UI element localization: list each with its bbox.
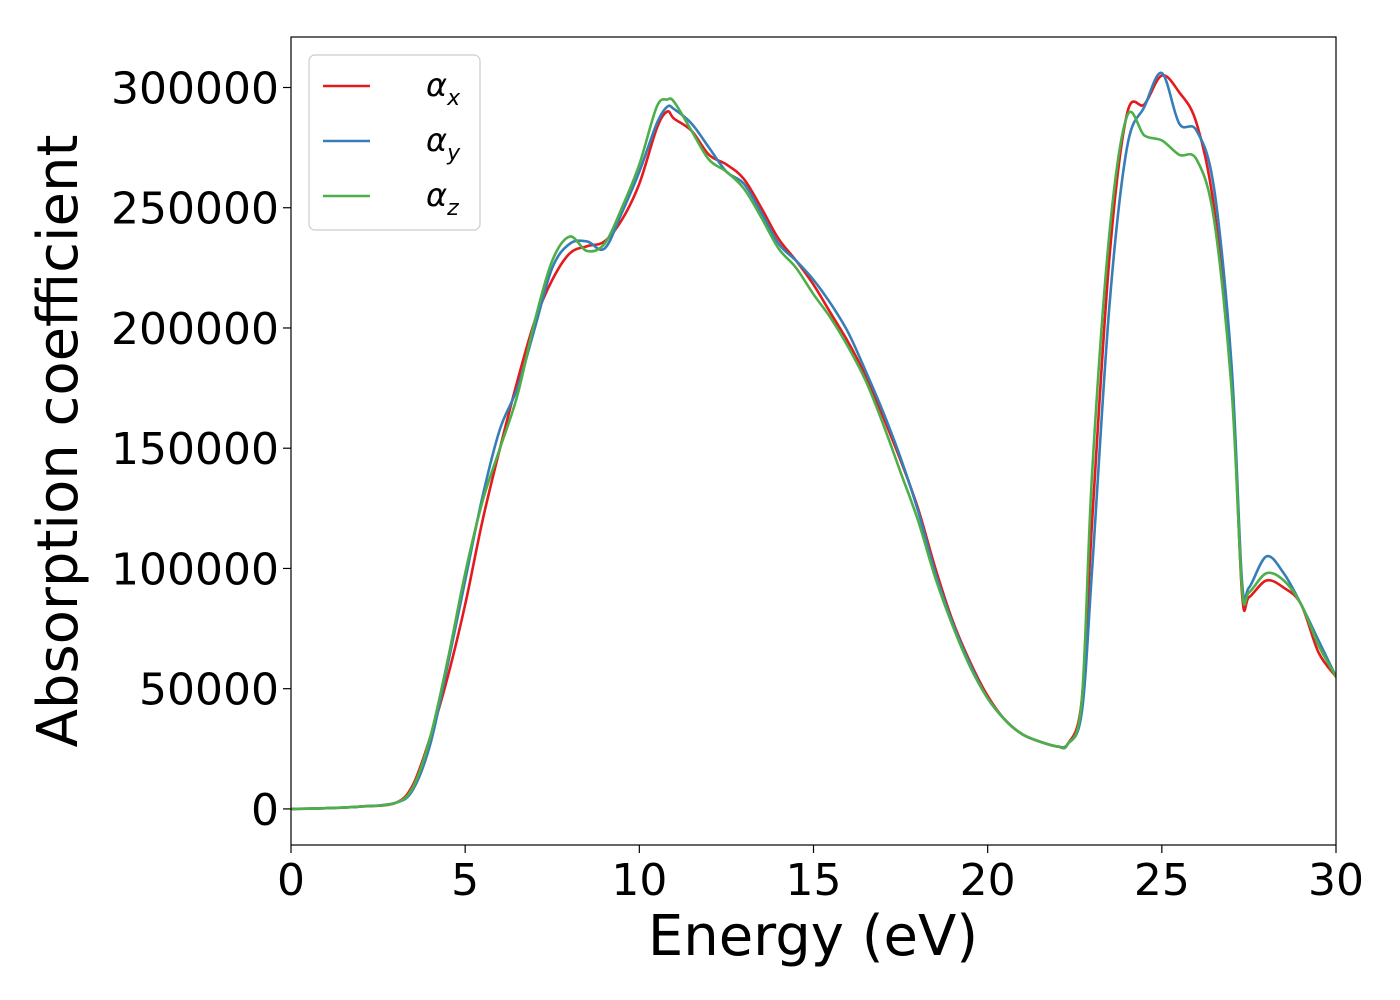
legend-subscript: y — [446, 141, 461, 166]
series-line-y — [291, 71, 1336, 811]
x-axis-label: Energy (eV) — [648, 904, 978, 969]
y-tick-label: 0 — [251, 785, 279, 836]
legend-symbol: α — [426, 66, 447, 104]
y-axis-label: Absorption coefficient — [26, 135, 91, 748]
x-axis: 0 5 10 15 20 25 30 — [277, 845, 1364, 906]
x-tick-label: 25 — [1134, 855, 1190, 906]
legend-subscript: x — [446, 86, 461, 111]
y-tick-label: 150000 — [111, 424, 279, 475]
x-tick-label: 5 — [451, 855, 479, 906]
x-tick-label: 20 — [960, 855, 1016, 906]
legend-symbol: α — [426, 121, 447, 159]
legend-symbol: α — [426, 176, 447, 214]
legend-label-z: αz — [426, 176, 459, 221]
series-line-x — [291, 74, 1336, 811]
y-tick-label: 100000 — [111, 544, 279, 595]
legend-label-y: αy — [426, 121, 461, 166]
legend-label-x: αx — [426, 66, 461, 111]
legend-subscript: z — [446, 196, 459, 221]
series-layer — [291, 71, 1336, 811]
x-tick-label: 0 — [277, 855, 305, 906]
y-tick-label: 50000 — [139, 665, 279, 716]
x-tick-label: 30 — [1308, 855, 1364, 906]
y-tick-label: 300000 — [111, 64, 279, 115]
y-tick-label: 200000 — [111, 304, 279, 355]
y-axis: 0 50000 100000 150000 200000 250000 300000 — [111, 64, 291, 836]
legend-box — [308, 54, 481, 231]
x-tick-label: 15 — [786, 855, 842, 906]
y-tick-label: 250000 — [111, 184, 279, 235]
x-tick-label: 10 — [611, 855, 667, 906]
series-line-z — [291, 97, 1336, 811]
